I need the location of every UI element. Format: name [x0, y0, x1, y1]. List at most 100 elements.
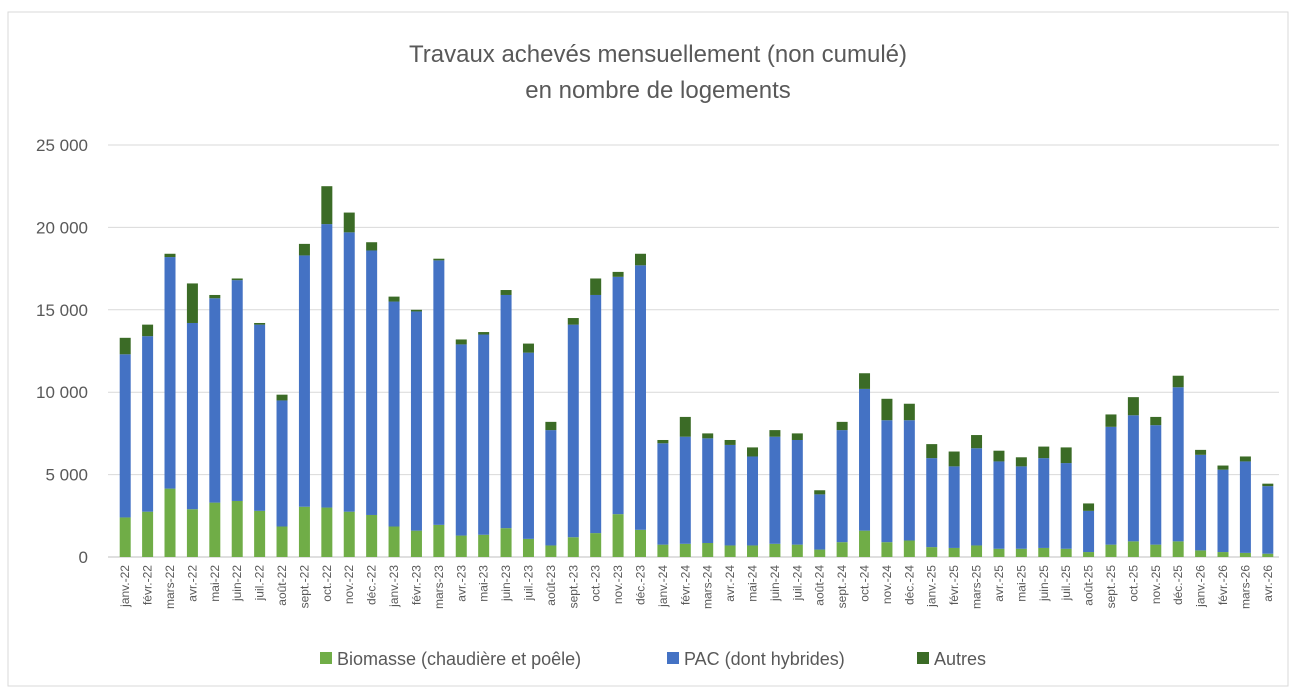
x-tick-label: août-25 [1082, 565, 1096, 606]
x-tick-label: août-24 [813, 565, 827, 606]
bar-segment [1015, 457, 1027, 467]
x-tick-label: mars-23 [432, 565, 446, 609]
bar-segment [1217, 465, 1229, 470]
bar-segment [343, 212, 355, 233]
bar-segment [321, 186, 333, 225]
x-tick-label: févr.-25 [947, 565, 961, 605]
bar-segment [859, 373, 871, 389]
bar-segment [679, 416, 691, 437]
x-tick-label: mai-23 [477, 565, 491, 602]
bar-segment [433, 258, 445, 261]
x-tick-label: oct.-25 [1126, 565, 1140, 602]
bar-segment [836, 542, 848, 557]
x-tick-label: nov.-22 [342, 565, 356, 604]
bar-segment [769, 430, 781, 437]
bar-segment [881, 398, 893, 421]
bar-segment [119, 517, 131, 557]
bar-segment [1127, 541, 1139, 557]
legend-label: Biomasse (chaudière et poêle) [337, 649, 581, 669]
bar-segment [186, 322, 198, 510]
x-tick-label: juin-23 [499, 565, 513, 602]
bar-segment [455, 339, 467, 345]
bar-segment [657, 443, 669, 545]
bar-segment [679, 436, 691, 544]
bar-segment [590, 278, 602, 295]
x-tick-label: nov.-25 [1149, 565, 1163, 604]
bar-segment [545, 545, 557, 557]
bar-segment [164, 257, 176, 489]
bar-segment [679, 543, 691, 557]
bar-segment [1195, 449, 1207, 455]
x-tick-label: juil.-24 [790, 565, 804, 602]
bar-segment [366, 514, 378, 557]
x-tick-label: mai-25 [1014, 565, 1028, 602]
bar-segment [366, 242, 378, 251]
bar-segment [231, 500, 243, 557]
y-tick-label: 25 000 [36, 136, 88, 155]
x-tick-label: août-23 [544, 565, 558, 606]
bar-segment [500, 290, 512, 295]
bar-segment [769, 436, 781, 544]
bar-segment [298, 255, 310, 507]
x-tick-label: mars-25 [970, 565, 984, 609]
bar-segment [903, 403, 915, 421]
x-tick-label: oct.-22 [320, 565, 334, 602]
bar-segment [1195, 550, 1207, 557]
bar-segment [1150, 416, 1162, 426]
bar-segment [993, 461, 1005, 549]
bar-segment [612, 514, 624, 557]
bar-segment [948, 547, 960, 557]
bar-segment [1038, 458, 1050, 548]
bar-segment [1172, 375, 1184, 388]
x-tick-label: déc.-25 [1171, 565, 1185, 605]
bar-segment [1150, 544, 1162, 557]
x-tick-label: déc.-23 [633, 565, 647, 605]
bar-segment [410, 530, 422, 557]
bar-segment [298, 243, 310, 256]
bar-segment [1060, 447, 1072, 464]
x-tick-label: oct.-23 [589, 565, 603, 602]
chart-title: en nombre de logements [525, 77, 791, 104]
bar-segment [702, 542, 714, 557]
bar-segment [433, 260, 445, 525]
bar-segment [231, 278, 243, 281]
bar-segment [702, 433, 714, 439]
x-tick-label: mars-24 [701, 565, 715, 609]
x-tick-label: déc.-24 [902, 565, 916, 605]
bar-segment [567, 318, 579, 325]
bar-segment [186, 283, 198, 323]
bar-segment [1038, 547, 1050, 557]
bar-segment [612, 271, 624, 277]
bar-segment [478, 534, 490, 557]
bar-segment [971, 448, 983, 546]
bar-segment [567, 537, 579, 557]
bar-segment [164, 253, 176, 258]
bar-segment [971, 435, 983, 449]
bar-segment [298, 506, 310, 557]
y-tick-label: 15 000 [36, 301, 88, 320]
bar-segment [254, 510, 266, 557]
bar-segment [209, 298, 221, 503]
x-tick-label: juil.-23 [521, 565, 535, 602]
bar-segment [142, 324, 154, 337]
bar-segment [209, 502, 221, 557]
bar-segment [410, 309, 422, 312]
bar-segment [657, 439, 669, 444]
bar-segment [1172, 387, 1184, 542]
bar-segment [164, 488, 176, 557]
bar-segment [657, 544, 669, 557]
bar-segment [276, 526, 288, 557]
x-tick-label: nov.-24 [880, 565, 894, 604]
x-tick-label: janv.-25 [925, 565, 939, 608]
bar-segment [926, 458, 938, 548]
bar-segment [1060, 548, 1072, 557]
bar-segment [993, 450, 1005, 462]
bar-segment [724, 545, 736, 557]
bar-segment [276, 400, 288, 527]
bar-segment [791, 433, 803, 440]
bar-segment [388, 301, 400, 527]
bar-segment [791, 439, 803, 545]
bar-segment [1262, 553, 1274, 557]
x-tick-label: nov.-23 [611, 565, 625, 604]
bar-segment [455, 344, 467, 536]
